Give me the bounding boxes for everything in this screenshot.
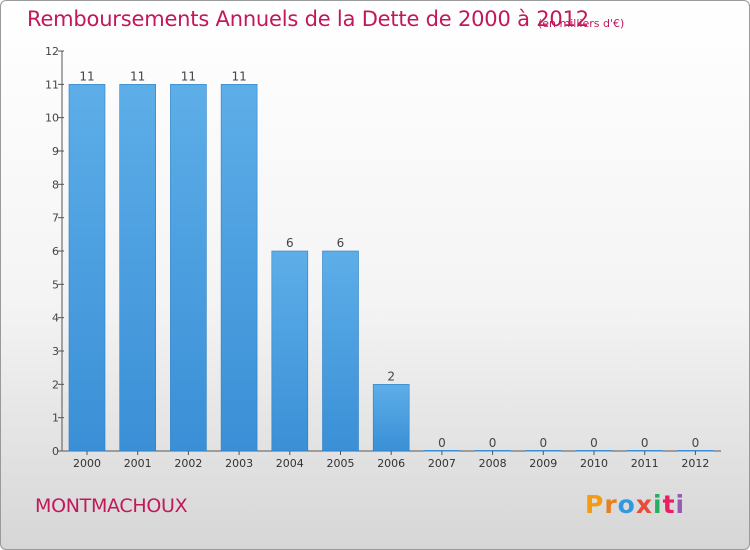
data-label: 0 (489, 436, 497, 450)
data-label: 0 (438, 436, 446, 450)
bar (677, 450, 714, 452)
data-label: 0 (641, 436, 649, 450)
y-tick-label: 7 (52, 212, 59, 225)
bar (626, 450, 663, 452)
data-label: 11 (231, 69, 246, 83)
logo-letter: o (617, 490, 636, 519)
proxiti-logo: Proxiti (585, 490, 685, 519)
logo-letter: r (604, 490, 618, 519)
logo-letter: P (585, 490, 605, 519)
bar (576, 450, 612, 452)
data-label: 2 (387, 369, 395, 383)
data-label: 0 (590, 436, 598, 450)
y-tick-label: 9 (52, 145, 59, 158)
x-tick-label: 2007 (428, 457, 456, 470)
x-tick-label: 2010 (580, 457, 608, 470)
y-tick-label: 3 (52, 345, 59, 358)
data-label: 0 (692, 436, 700, 450)
bar (220, 84, 258, 452)
x-tick-label: 2006 (377, 457, 405, 470)
bar (322, 250, 359, 452)
y-tick-label: 1 (52, 412, 59, 425)
y-tick-label: 12 (45, 45, 59, 58)
y-tick-label: 6 (52, 245, 59, 258)
bar (170, 84, 207, 452)
logo-letter: i (675, 490, 686, 519)
x-tick-label: 2009 (529, 457, 557, 470)
y-tick-label: 2 (52, 378, 59, 391)
bar (68, 84, 106, 452)
y-tick-label: 5 (52, 278, 59, 291)
bar (119, 84, 156, 452)
y-tick-label: 4 (52, 312, 59, 325)
bar (474, 450, 511, 452)
data-label: 6 (286, 236, 294, 250)
logo-letter: i (653, 490, 663, 519)
logo-letter: t (662, 490, 676, 519)
x-tick-label: 2003 (225, 457, 253, 470)
data-label: 6 (337, 236, 345, 250)
bar (372, 384, 410, 452)
x-tick-label: 2002 (174, 457, 202, 470)
x-tick-label: 2011 (631, 457, 659, 470)
data-label: 11 (130, 69, 145, 83)
bar (271, 250, 309, 452)
data-label: 11 (181, 69, 196, 83)
chart-title: Remboursements Annuels de la Dette de 20… (27, 7, 589, 31)
x-tick-label: 2000 (73, 457, 101, 470)
bar (525, 450, 562, 452)
x-tick-label: 2012 (681, 457, 709, 470)
x-tick-label: 2008 (479, 457, 507, 470)
x-tick-label: 2004 (276, 457, 304, 470)
y-tick-label: 11 (45, 78, 59, 91)
chart-subtitle: (en milliers d'€) (538, 17, 625, 30)
x-tick-label: 2005 (327, 457, 355, 470)
commune-name: MONTMACHOUX (35, 495, 188, 517)
y-tick-label: 0 (52, 445, 59, 458)
data-label: 0 (539, 436, 547, 450)
y-tick-label: 10 (45, 112, 59, 125)
y-tick-label: 8 (52, 178, 59, 191)
data-label: 11 (79, 69, 94, 83)
logo-letter: x (635, 490, 653, 519)
x-tick-label: 2001 (124, 457, 152, 470)
bar (423, 450, 460, 452)
